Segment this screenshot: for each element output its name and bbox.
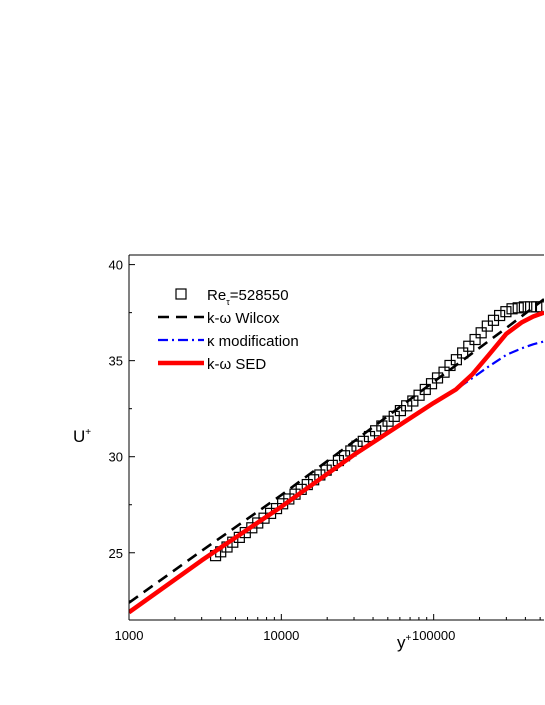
data-point-re-528550 [450, 354, 462, 366]
series-line-k-sed [129, 310, 544, 615]
y-tick-label: 30 [109, 450, 123, 465]
x-tick-label: 10000 [263, 628, 299, 643]
data-point-re-528550 [413, 389, 425, 401]
y-tick-label: 25 [109, 546, 123, 561]
data-point-re-528550 [481, 320, 493, 332]
data-point-re-528550 [363, 430, 376, 443]
data-point-re-528550 [506, 303, 518, 315]
data-point-re-528550 [419, 383, 431, 396]
legend-label: κ modification [207, 333, 299, 350]
data-point-re-528550 [457, 347, 469, 359]
x-tick-label: 100000 [412, 628, 455, 643]
legend-label: Reτ=528550 [207, 287, 289, 307]
data-point-re-528550 [500, 306, 512, 318]
data-point-re-528550 [525, 301, 537, 313]
legend-label: k-ω SED [207, 356, 266, 373]
data-point-re-528550 [469, 333, 481, 346]
data-point-re-528550 [425, 378, 438, 390]
data-point-re-528550 [475, 327, 487, 339]
y-axis-label: U+ [73, 427, 91, 446]
y-tick-label: 35 [109, 354, 123, 369]
data-point-re-528550 [512, 302, 524, 314]
series-line-modification [129, 340, 544, 614]
data-point-re-528550 [494, 309, 506, 322]
data-point-re-528550 [463, 340, 475, 352]
data-point-re-528550 [431, 372, 444, 384]
legend-marker-square [175, 288, 187, 300]
x-tick-label: 1000 [115, 628, 144, 643]
data-point-re-528550 [518, 301, 530, 313]
y-tick-label: 40 [109, 258, 123, 273]
data-point-re-528550 [438, 366, 450, 378]
series-line-k-wilcox [129, 298, 544, 604]
legend-label: k-ω Wilcox [207, 310, 280, 327]
x-axis-label: y+ [397, 633, 412, 652]
